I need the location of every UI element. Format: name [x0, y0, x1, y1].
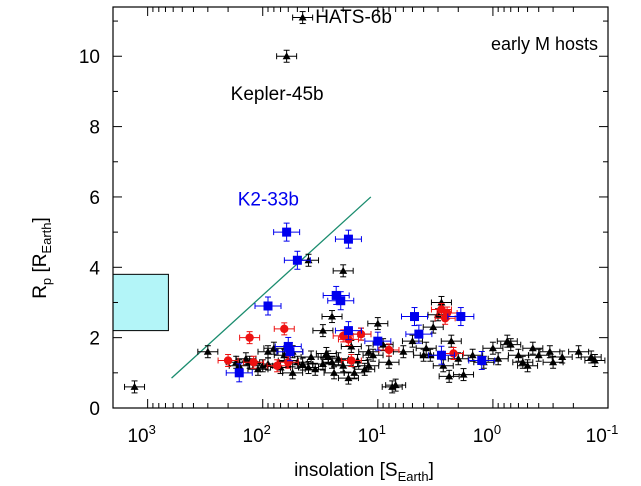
data-point-triangle — [568, 345, 590, 359]
data-point-triangle — [124, 380, 146, 394]
data-point-square — [225, 363, 253, 383]
plot-frame — [112, 6, 609, 409]
annotation-label: HATS-6b — [315, 7, 392, 28]
data-point-triangle — [362, 348, 384, 362]
data-point-square — [334, 229, 362, 249]
data-point-triangle — [422, 320, 444, 334]
data-point-triangle — [432, 359, 454, 373]
data-point-triangle — [584, 354, 606, 368]
trend-line — [171, 196, 372, 379]
data-point-triangle — [500, 338, 522, 352]
data-point-triangle — [453, 368, 475, 382]
x-axis-label: insolation [SEarth] — [294, 460, 434, 484]
data-point-square — [468, 351, 496, 371]
data-point-circle — [443, 346, 465, 360]
data-point-triangle — [323, 366, 345, 380]
data-point-triangle — [522, 341, 544, 355]
x-tick-label: 100 — [473, 422, 501, 447]
data-point-square — [327, 291, 355, 311]
data-point-circle — [436, 306, 458, 320]
x-tick-label: 103 — [127, 422, 155, 447]
data-point-triangle — [312, 324, 334, 338]
data-point-triangle — [321, 310, 343, 324]
data-point-square — [334, 321, 362, 341]
annotation-label: Kepler-45b — [231, 84, 324, 105]
data-point-circle — [239, 331, 261, 345]
x-tick-label: 10-1 — [586, 422, 619, 447]
y-tick-label: 2 — [89, 329, 100, 350]
data-point-triangle — [438, 369, 460, 383]
data-point-circle — [350, 327, 372, 341]
data-point-circle — [273, 322, 295, 336]
data-point-square — [447, 307, 475, 327]
data-point-circle — [243, 355, 265, 369]
data-point-triangle — [340, 339, 362, 353]
data-point-triangle — [263, 341, 285, 355]
data-point-triangle — [580, 350, 602, 364]
top-right-text: early M hosts — [491, 34, 598, 54]
x-tick-label: 102 — [243, 422, 271, 447]
data-point-triangle — [367, 317, 389, 331]
data-point-triangle — [542, 355, 564, 369]
data-point-triangle — [197, 345, 219, 359]
labels-layer: HATS-6b Kepler-45b K2-33b — [231, 7, 392, 211]
y-tick-label: 10 — [79, 47, 100, 68]
data-point-triangle — [276, 49, 298, 63]
data-point-square — [401, 307, 429, 327]
data-point-triangle — [298, 361, 320, 375]
data-point-circle — [266, 359, 288, 373]
data-point-circle — [217, 354, 239, 368]
data-point-square — [276, 342, 304, 362]
data-point-triangle — [496, 334, 518, 348]
data-point-triangle — [551, 350, 573, 364]
data-point-triangle — [337, 371, 359, 385]
data-point-triangle — [482, 341, 504, 355]
data-point-triangle — [487, 352, 509, 366]
data-point-triangle — [292, 11, 314, 25]
data-point-triangle — [315, 346, 337, 360]
data-point-circle — [340, 354, 362, 368]
data-point-square — [364, 331, 392, 351]
data-point-square — [254, 296, 282, 316]
ticks-layer: 103 102 101 100 10-1 0 2 4 6 8 10 — [79, 7, 618, 447]
data-point-triangle — [332, 264, 354, 278]
y-tick-label: 6 — [89, 188, 100, 209]
points-layer — [124, 11, 606, 394]
data-point-square — [427, 345, 455, 365]
annotation-label: K2-33b — [238, 190, 299, 211]
y-tick-label: 8 — [89, 118, 100, 139]
data-point-triangle — [381, 380, 403, 394]
data-point-square — [283, 250, 311, 270]
data-point-triangle — [507, 348, 529, 362]
data-point-triangle — [282, 366, 304, 380]
data-point-triangle — [300, 350, 322, 364]
shapes-layer — [112, 196, 372, 379]
y-tick-label: 0 — [89, 399, 100, 420]
data-point-square — [322, 285, 350, 305]
data-point-triangle — [378, 355, 400, 369]
data-point-square — [273, 222, 301, 242]
shaded-region — [112, 273, 169, 332]
data-point-triangle — [247, 362, 269, 376]
data-point-square — [405, 324, 433, 344]
data-point-triangle — [517, 359, 539, 373]
y-axis-label: Rp [REarth] — [30, 217, 54, 299]
x-tick-label: 101 — [358, 422, 386, 447]
data-point-triangle — [440, 334, 462, 348]
data-point-triangle — [528, 348, 550, 362]
y-tick-label: 4 — [89, 258, 100, 279]
data-point-circle — [277, 355, 299, 369]
